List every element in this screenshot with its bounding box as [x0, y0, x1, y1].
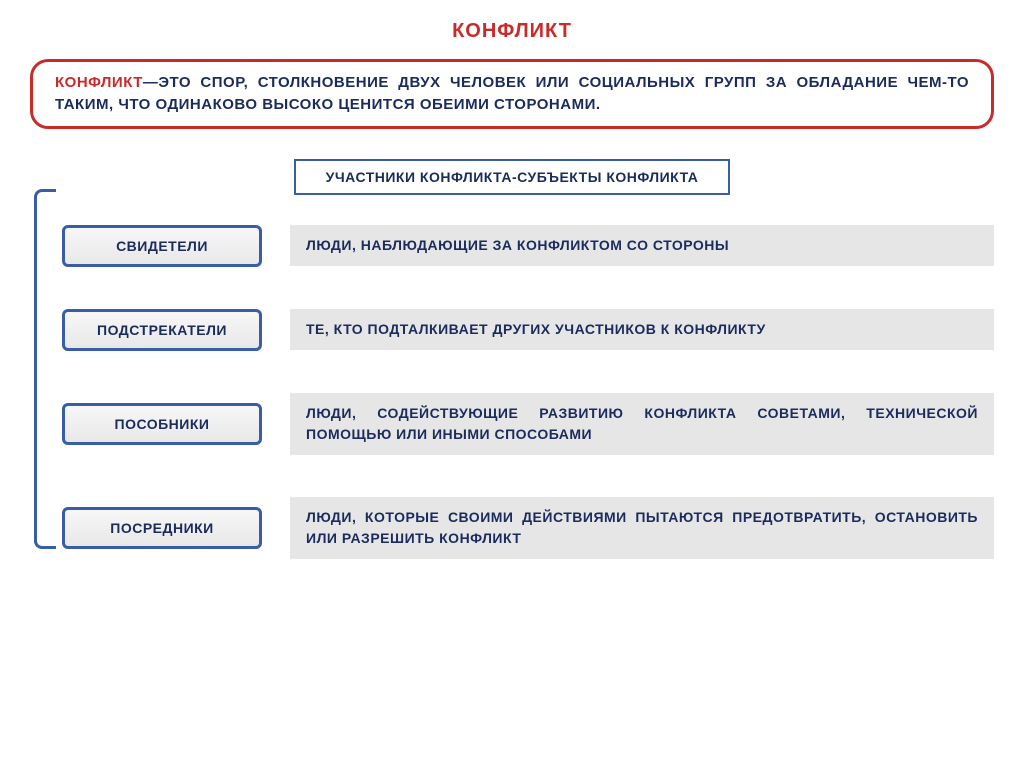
role-row: ПОСОБНИКИ ЛЮДИ, СОДЕЙСТВУЮЩИЕ РАЗВИТИЮ К…: [62, 393, 994, 455]
role-row: ПОСРЕДНИКИ ЛЮДИ, КОТОРЫЕ СВОИМИ ДЕЙСТВИЯ…: [62, 497, 994, 559]
role-row: ПОДСТРЕКАТЕЛИ ТЕ, КТО ПОДТАЛКИВАЕТ ДРУГИ…: [62, 309, 994, 351]
definition-body: —ЭТО СПОР, СТОЛКНОВЕНИЕ ДВУХ ЧЕЛОВЕК ИЛИ…: [55, 74, 969, 113]
bracket: [34, 189, 56, 549]
roles-area: СВИДЕТЕЛИ ЛЮДИ, НАБЛЮДАЮЩИЕ ЗА КОНФЛИКТО…: [30, 225, 994, 559]
role-label: ПОДСТРЕКАТЕЛИ: [62, 309, 262, 351]
role-description: ТЕ, КТО ПОДТАЛКИВАЕТ ДРУГИХ УЧАСТНИКОВ К…: [290, 309, 994, 350]
page-title: КОНФЛИКТ: [30, 20, 994, 43]
role-label: СВИДЕТЕЛИ: [62, 225, 262, 267]
role-description: ЛЮДИ, СОДЕЙСТВУЮЩИЕ РАЗВИТИЮ КОНФЛИКТА С…: [290, 393, 994, 455]
role-label: ПОСРЕДНИКИ: [62, 507, 262, 549]
role-row: СВИДЕТЕЛИ ЛЮДИ, НАБЛЮДАЮЩИЕ ЗА КОНФЛИКТО…: [62, 225, 994, 267]
role-label: ПОСОБНИКИ: [62, 403, 262, 445]
role-description: ЛЮДИ, КОТОРЫЕ СВОИМИ ДЕЙСТВИЯМИ ПЫТАЮТСЯ…: [290, 497, 994, 559]
role-description: ЛЮДИ, НАБЛЮДАЮЩИЕ ЗА КОНФЛИКТОМ СО СТОРО…: [290, 225, 994, 266]
definition-box: КОНФЛИКТ—ЭТО СПОР, СТОЛКНОВЕНИЕ ДВУХ ЧЕЛ…: [30, 59, 994, 129]
subheader-box: УЧАСТНИКИ КОНФЛИКТА-СУБЪЕКТЫ КОНФЛИКТА: [294, 159, 731, 195]
definition-term: КОНФЛИКТ: [55, 74, 143, 91]
